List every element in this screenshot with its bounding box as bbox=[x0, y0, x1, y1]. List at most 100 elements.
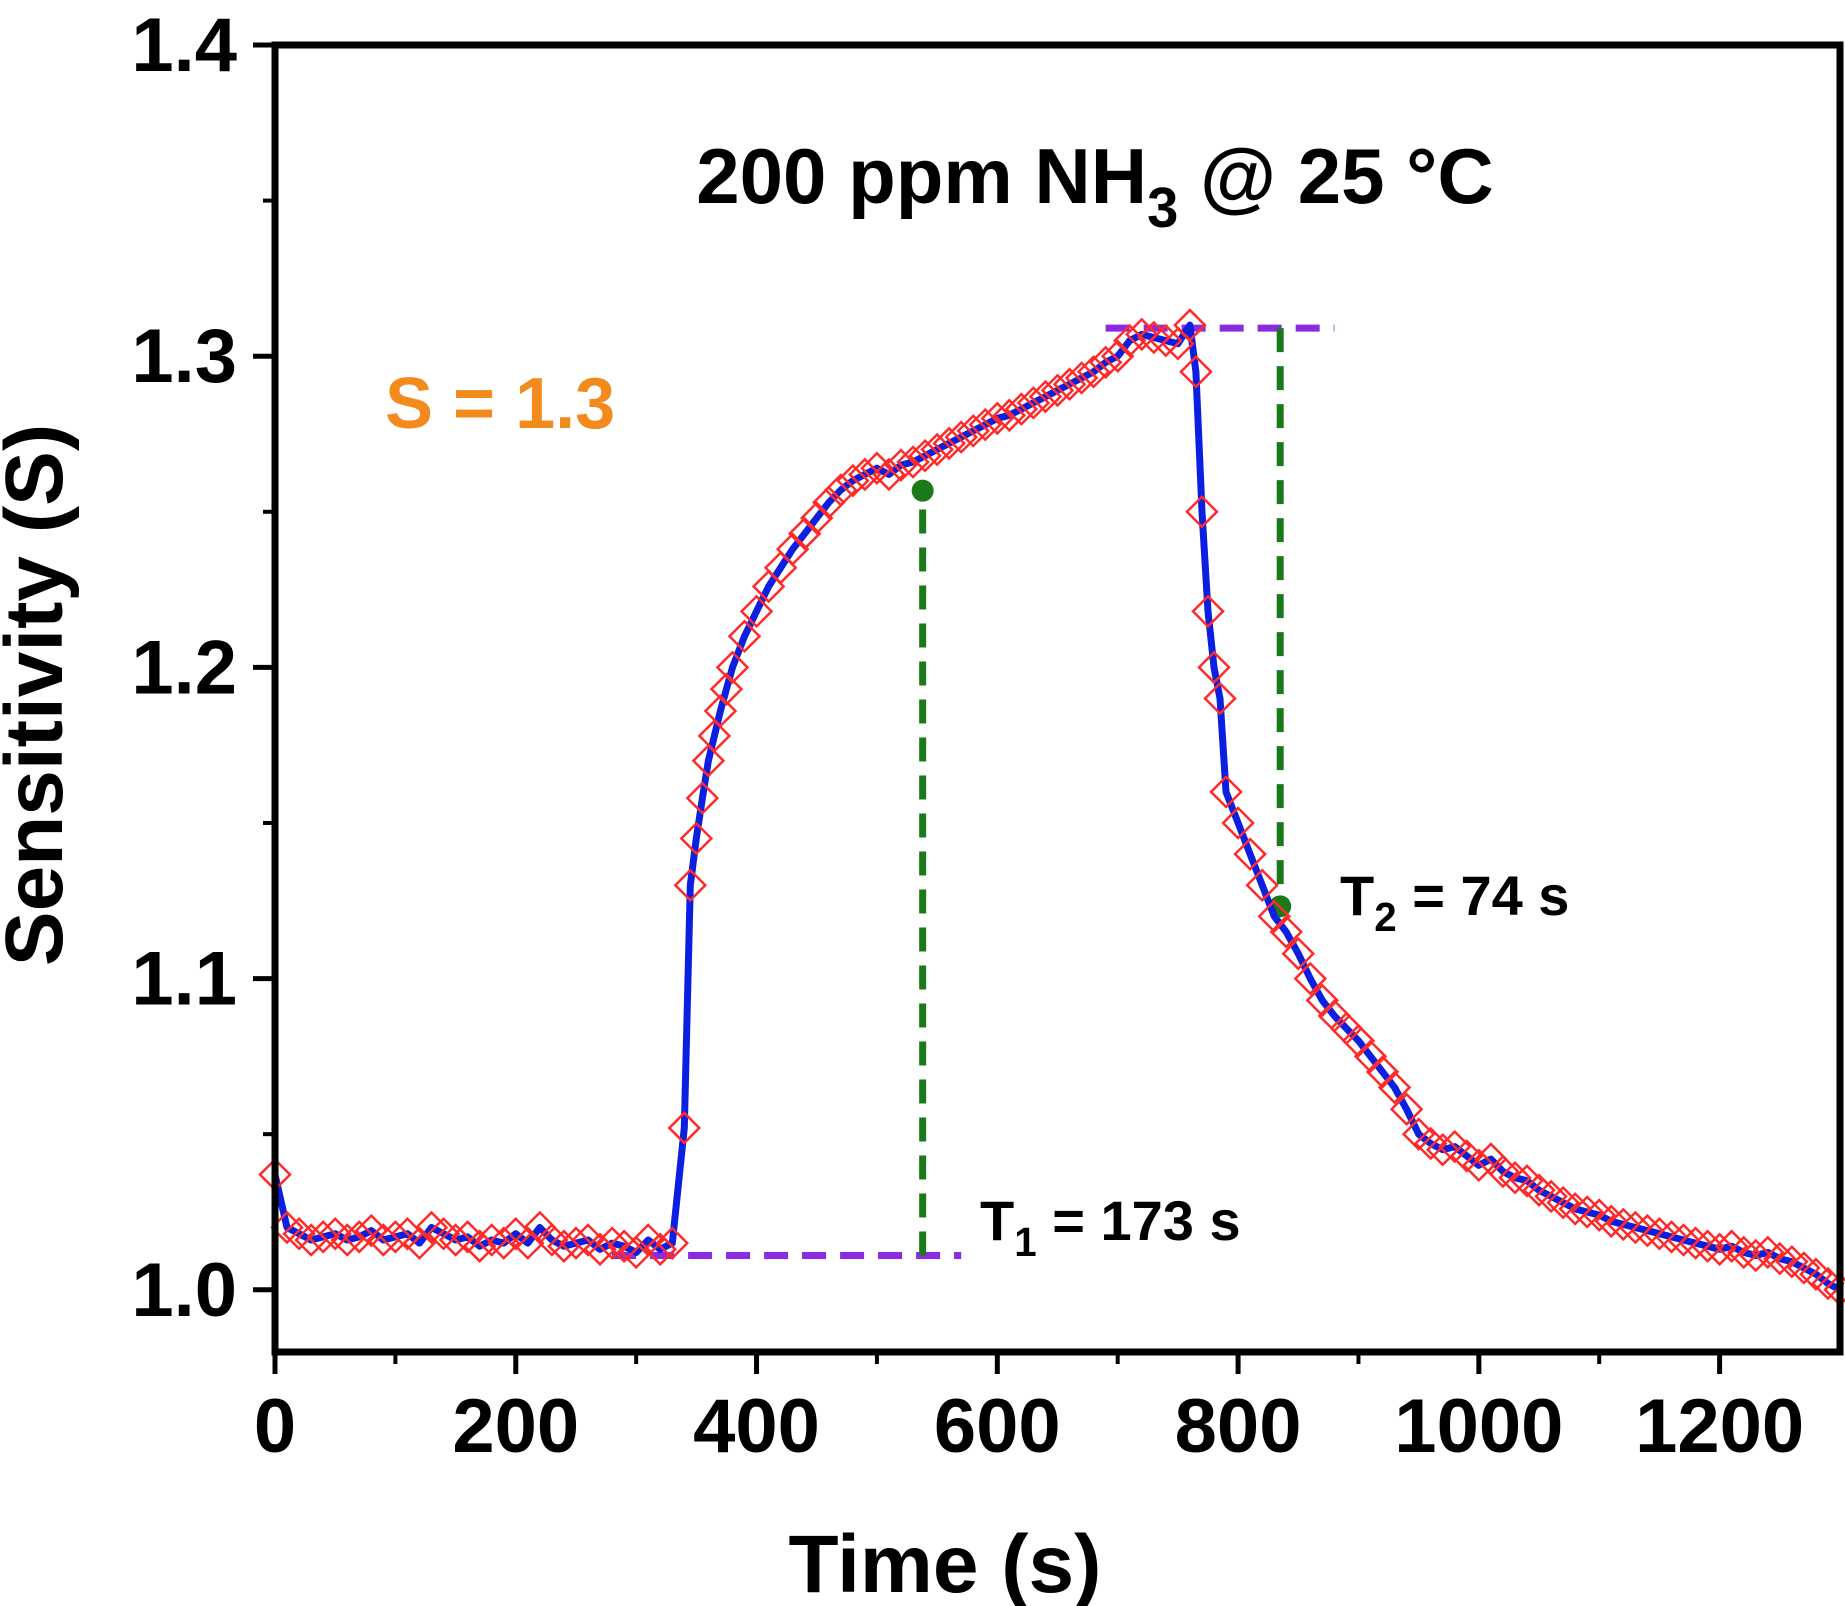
data-point-diamond bbox=[559, 1226, 593, 1260]
data-point-diamond bbox=[1293, 961, 1328, 996]
data-point-diamond bbox=[1040, 373, 1075, 408]
data-point-diamond bbox=[402, 1226, 437, 1260]
data-point-diamond bbox=[1642, 1216, 1677, 1251]
data-point-diamond bbox=[1064, 361, 1099, 395]
data-point-diamond bbox=[787, 516, 822, 551]
data-point-diamond bbox=[1191, 594, 1225, 629]
data-point-diamond bbox=[1209, 775, 1243, 809]
data-point-diamond bbox=[1269, 915, 1303, 949]
data-point-diamond bbox=[1353, 1039, 1388, 1074]
data-point-diamond bbox=[1666, 1223, 1701, 1257]
data-point-diamond bbox=[697, 719, 732, 753]
y-tick-label: 1.2 bbox=[131, 625, 237, 710]
data-point-diamond bbox=[378, 1220, 413, 1254]
data-point-diamond bbox=[1630, 1213, 1665, 1248]
data-markers bbox=[258, 308, 1845, 1307]
y-axis-title: Sensitivity (S) bbox=[0, 424, 80, 966]
data-point-diamond bbox=[1125, 317, 1159, 352]
data-point-diamond bbox=[836, 463, 870, 498]
x-tick-label: 800 bbox=[1175, 1384, 1302, 1469]
data-point-diamond bbox=[330, 1223, 364, 1257]
sensitivity-trace-line bbox=[271, 321, 1842, 1293]
data-point-diamond bbox=[727, 619, 762, 654]
data-point-diamond bbox=[824, 473, 858, 507]
data-point-diamond bbox=[1203, 681, 1237, 716]
data-point-diamond bbox=[812, 485, 846, 520]
data-point-diamond bbox=[715, 650, 750, 685]
data-point-diamond bbox=[956, 414, 990, 448]
t1-annotation: T1 = 173 s bbox=[980, 1189, 1241, 1265]
data-point-diamond bbox=[655, 1226, 690, 1260]
data-point-diamond bbox=[1221, 806, 1255, 840]
x-tick-label: 1200 bbox=[1635, 1384, 1804, 1469]
x-tick-label: 0 bbox=[254, 1384, 296, 1469]
data-point-diamond bbox=[703, 694, 738, 728]
plot-frame bbox=[271, 41, 1844, 1356]
data-point-diamond bbox=[1498, 1160, 1532, 1195]
data-point-diamond bbox=[1462, 1148, 1496, 1183]
data-point-diamond bbox=[1233, 837, 1267, 871]
x-tick-label: 1000 bbox=[1394, 1384, 1563, 1469]
data-point-diamond bbox=[1305, 983, 1340, 1018]
data-point-diamond bbox=[1690, 1229, 1725, 1263]
data-point-diamond bbox=[932, 426, 966, 461]
sensitivity-annotation: S = 1.3 bbox=[385, 364, 615, 444]
data-point-diamond bbox=[1726, 1235, 1761, 1270]
data-point-diamond bbox=[1185, 495, 1219, 529]
data-point-diamond bbox=[992, 398, 1027, 433]
data-point-diamond bbox=[691, 743, 726, 778]
data-point-diamond bbox=[1678, 1226, 1713, 1260]
data-point-diamond bbox=[1377, 1070, 1412, 1105]
data-point-diamond bbox=[896, 445, 930, 479]
y-tick-label: 1.0 bbox=[131, 1248, 237, 1333]
data-point-diamond bbox=[438, 1223, 473, 1257]
data-point-diamond bbox=[968, 407, 1003, 442]
data-point-diamond bbox=[1137, 320, 1171, 355]
data-point-diamond bbox=[1606, 1207, 1641, 1242]
data-point-diamond bbox=[1076, 354, 1111, 389]
data-point-diamond bbox=[1100, 339, 1135, 373]
data-point-diamond bbox=[595, 1226, 629, 1260]
response-time-marker bbox=[911, 479, 934, 502]
data-point-diamond bbox=[673, 868, 708, 902]
t2-annotation: T2 = 74 s bbox=[1340, 864, 1569, 940]
data-point-diamond bbox=[980, 401, 1015, 436]
data-point-diamond bbox=[1245, 868, 1279, 902]
data-point-diamond bbox=[775, 532, 810, 566]
data-point-diamond bbox=[1654, 1220, 1689, 1254]
data-point-diamond bbox=[1425, 1132, 1460, 1167]
y-tick-label: 1.1 bbox=[131, 937, 237, 1022]
data-point-diamond bbox=[920, 432, 954, 467]
data-point-diamond bbox=[1618, 1210, 1653, 1245]
data-point-diamond bbox=[884, 448, 918, 482]
data-point-diamond bbox=[1028, 379, 1063, 414]
data-point-diamond bbox=[848, 457, 882, 492]
x-tick-label: 400 bbox=[693, 1384, 820, 1469]
chart-title: 200 ppm NH3 @ 25 °C bbox=[696, 132, 1493, 239]
data-point-diamond bbox=[1570, 1195, 1604, 1229]
data-point-diamond bbox=[667, 1111, 702, 1145]
data-point-diamond bbox=[799, 501, 834, 535]
trace-lines bbox=[271, 321, 1842, 1293]
data-point-diamond bbox=[1052, 367, 1087, 401]
data-point-diamond bbox=[944, 420, 978, 454]
data-point-diamond bbox=[1738, 1238, 1773, 1273]
y-tick-label: 1.3 bbox=[131, 314, 237, 399]
data-point-diamond bbox=[1179, 354, 1213, 389]
data-point-diamond bbox=[1257, 899, 1291, 934]
data-point-diamond bbox=[1341, 1024, 1376, 1058]
data-point-diamond bbox=[679, 821, 714, 856]
data-point-diamond bbox=[1558, 1192, 1592, 1226]
data-point-diamond bbox=[1173, 308, 1207, 342]
data-point-diamond bbox=[1281, 936, 1316, 971]
data-point-diamond bbox=[1149, 323, 1183, 358]
data-point-diamond bbox=[306, 1220, 340, 1254]
data-point-diamond bbox=[1365, 1055, 1400, 1089]
data-point-diamond bbox=[1702, 1232, 1737, 1267]
data-point-diamond bbox=[872, 457, 906, 492]
x-tick-label: 600 bbox=[934, 1384, 1061, 1469]
data-point-diamond bbox=[1389, 1092, 1424, 1127]
data-point-diamond bbox=[908, 439, 942, 473]
data-point-diamond bbox=[486, 1226, 521, 1260]
